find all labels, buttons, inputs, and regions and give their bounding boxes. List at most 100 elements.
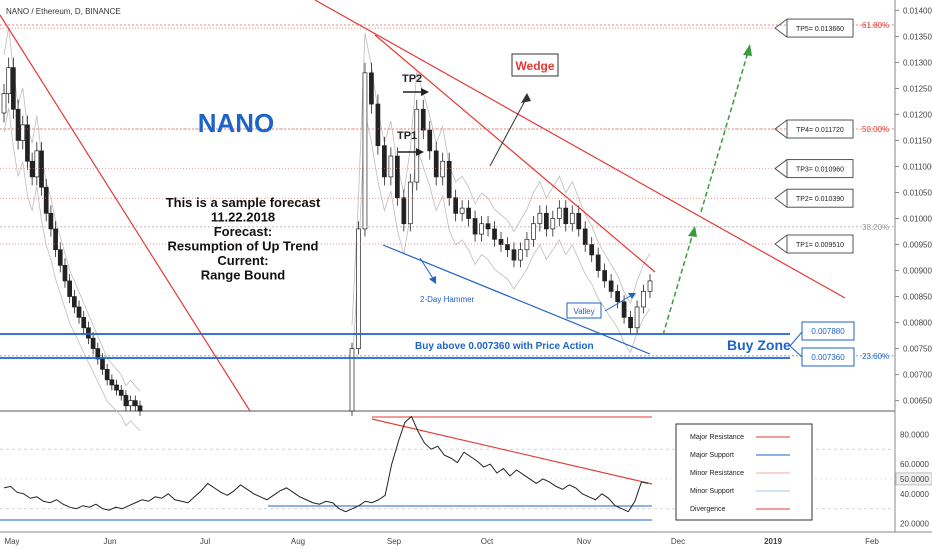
candle-body [492,228,497,240]
time-tick-label: Sep [387,537,402,546]
candle-body [433,150,439,178]
target-pointer [774,197,788,208]
candle-body [76,306,82,318]
candle-body [569,212,575,225]
candle-body [537,212,543,225]
candle-body [11,67,16,110]
time-tick-label: Aug [291,537,305,546]
forecast-block: This is a sample forecast11.22.2018Forec… [166,195,321,283]
time-tick-label: May [4,537,19,546]
candle-body [420,108,426,131]
buy-zone-lower-value: 0.007360 [811,353,845,362]
candle-body [556,207,562,219]
candle-body [137,405,143,412]
target-box [786,188,854,208]
candle-body [53,228,58,251]
indicator-tick-label: 20.0000 [900,520,929,529]
target-pointer [774,119,788,130]
forecast-arrow-2 [700,51,749,213]
bollinger-upper-right [351,32,651,326]
candle-body [641,290,646,308]
target-label: TP4= 0.011720 [796,127,844,134]
wedge-label: Wedge [515,59,554,73]
indicator-current-box [895,472,932,486]
legend-label: Major Resistance [690,434,744,441]
target-box [786,119,854,139]
candle-body [369,72,374,105]
candle-body [628,317,633,329]
target-label: TP2= 0.010390 [796,196,844,203]
buy-zone-lower-box [801,347,855,367]
target-box [786,18,854,38]
time-tick-label: 2019 [764,537,782,546]
candle-body [43,186,49,214]
candle-body [621,301,627,318]
candle-body [48,212,54,230]
candle-body [505,244,510,251]
candle-body [81,317,87,329]
time-tick-label: Feb [865,537,879,546]
time-tick-label: Nov [577,537,591,546]
candle-body [595,254,601,271]
candle-body [86,327,91,339]
legend-label: Major Support [690,452,734,459]
candle-body [356,228,361,349]
major-resistance-line-long [314,0,846,299]
candle-body [582,228,588,245]
candle-body [90,337,96,349]
target-pointer [774,243,788,254]
buy-instruction: Buy above 0.007360 with Price Action [415,341,594,352]
bollinger-upper-left [3,27,141,392]
candle-body [563,207,569,225]
forecast-line: Current: [217,253,268,268]
candle-body [440,160,446,178]
valley-arrow [604,294,633,312]
target-pointer [774,188,788,199]
indicator-tick-label: 40.0000 [900,490,929,499]
target-box [786,159,854,179]
candle-body [401,197,407,225]
indicator-line [3,415,649,513]
candle-body [479,223,484,235]
forecast-line: This is a sample forecast [166,195,321,210]
candle-body [615,290,620,303]
wedge-label-box [511,53,559,77]
legend-label: Minor Resistance [690,470,744,477]
candle-body [634,306,640,329]
candle-body [472,218,478,235]
time-tick-label: Oct [481,537,494,546]
candle-body [39,150,44,188]
candle-body [608,280,614,292]
symbol-title: NANO / Ethereum, D, BINANCE [6,7,121,16]
forecast-line: 11.22.2018 [211,210,275,225]
candle-body [34,150,40,178]
candle-body [132,400,138,407]
candle-body [15,108,21,141]
candle-body [414,108,420,183]
target-label: TP1= 0.009510 [796,242,844,249]
candle-body [349,348,355,412]
candle-body [453,197,459,214]
candle-body [524,238,530,251]
wedge-arrow [489,96,528,167]
candle-body [128,400,133,407]
indicator-divergence-line [371,418,653,485]
indicator-tick-label: 80.0000 [900,430,929,439]
candle-body [589,244,595,256]
target-pointer [774,159,788,169]
fib-level-label: 23.60% [862,352,889,361]
tp2-arrow-label: TP2 [402,73,422,85]
candle-body [62,264,68,282]
candle-body [382,145,387,178]
candle-body [511,249,517,261]
target-pointer [774,27,788,38]
forecast-line: Range Bound [201,268,286,283]
